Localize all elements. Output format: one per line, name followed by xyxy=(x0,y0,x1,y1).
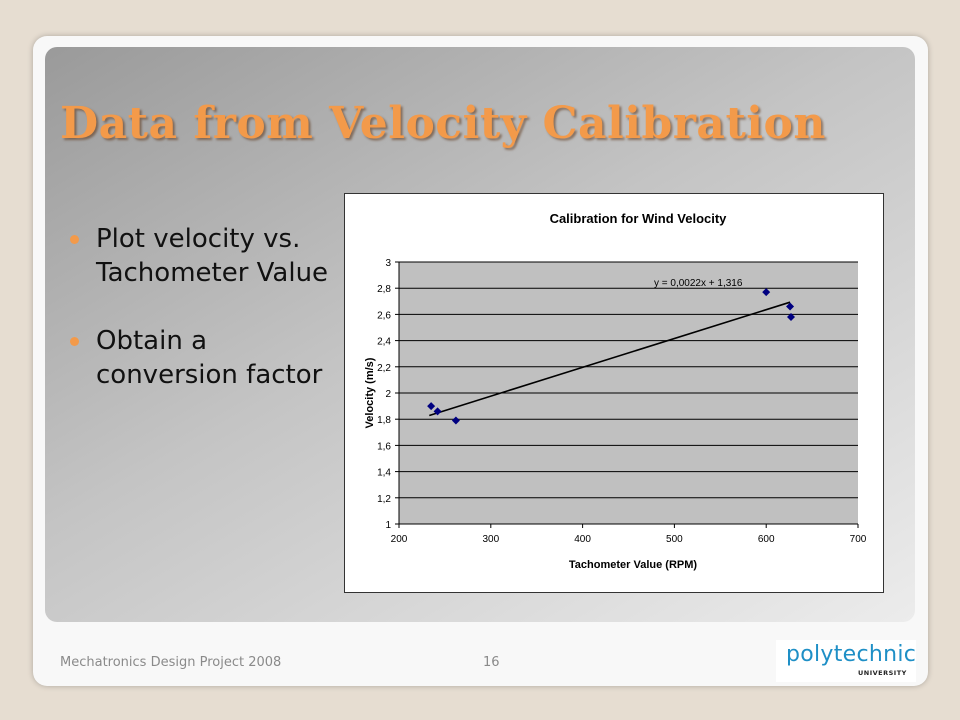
data-point xyxy=(433,407,442,416)
y-tick-label: 2,4 xyxy=(377,337,391,348)
y-tick-label: 1 xyxy=(385,520,391,531)
university-logo: polytechnic UNIVERSITY xyxy=(776,640,916,682)
footer-text: Mechatronics Design Project 2008 xyxy=(60,655,282,670)
x-tick-label: 300 xyxy=(482,534,499,545)
slide-title: Data from Velocity Calibration xyxy=(60,98,826,149)
y-axis-label: Velocity (m/s) xyxy=(364,357,376,428)
page-number: 16 xyxy=(483,655,500,670)
x-tick-label: 200 xyxy=(391,534,408,545)
logo-sub: UNIVERSITY xyxy=(858,669,907,677)
chart: Calibration for Wind Velocity 1 1,2 1,4 1,6… xyxy=(344,193,884,593)
data-point xyxy=(786,313,795,322)
y-tick-label: 2,8 xyxy=(377,284,391,295)
y-tick-label: 1,4 xyxy=(377,468,391,479)
bullet-text: Plot velocity vs. Tachometer Value xyxy=(96,224,329,288)
gridlines xyxy=(399,261,858,499)
data-points xyxy=(427,288,795,425)
x-tick-label: 600 xyxy=(758,534,775,545)
logo-word: polytechnic xyxy=(786,642,917,667)
bullet-list: Plot velocity vs. Tachometer Value Obtai… xyxy=(70,222,340,426)
y-tick-label: 1,6 xyxy=(377,441,391,452)
bullet-text: Obtain a conversion factor xyxy=(96,326,323,390)
y-tick-label: 1,2 xyxy=(377,494,391,505)
x-axis-ticks: 200 300 400 500 600 700 xyxy=(391,262,867,545)
y-tick-label: 2,2 xyxy=(377,363,391,374)
bullet-item: Obtain a conversion factor xyxy=(70,324,340,392)
bullet-dot-icon xyxy=(70,337,79,346)
data-point xyxy=(451,416,460,425)
bullet-item: Plot velocity vs. Tachometer Value xyxy=(70,222,340,290)
data-point xyxy=(762,288,771,297)
x-axis-label: Tachometer Value (RPM) xyxy=(569,559,697,571)
y-tick-label: 2,6 xyxy=(377,310,391,321)
trendline-equation: y = 0,0022x + 1,316 xyxy=(654,278,743,289)
data-point xyxy=(786,302,795,311)
x-tick-label: 700 xyxy=(850,534,867,545)
chart-svg: Calibration for Wind Velocity 1 1,2 1,4 1,6… xyxy=(364,211,867,571)
data-point xyxy=(427,402,436,411)
x-tick-label: 400 xyxy=(574,534,591,545)
trendline xyxy=(429,301,791,417)
y-tick-label: 3 xyxy=(385,258,391,269)
y-tick-label: 1,8 xyxy=(377,415,391,426)
x-tick-label: 500 xyxy=(666,534,683,545)
trendline-group xyxy=(429,301,791,417)
y-tick-label: 2 xyxy=(385,389,391,400)
bullet-dot-icon xyxy=(70,235,79,244)
y-axis-ticks: 1 1,2 1,4 1,6 1,8 2 2,2 2,4 2,6 2,8 3 xyxy=(377,258,399,531)
chart-title: Calibration for Wind Velocity xyxy=(550,211,728,226)
